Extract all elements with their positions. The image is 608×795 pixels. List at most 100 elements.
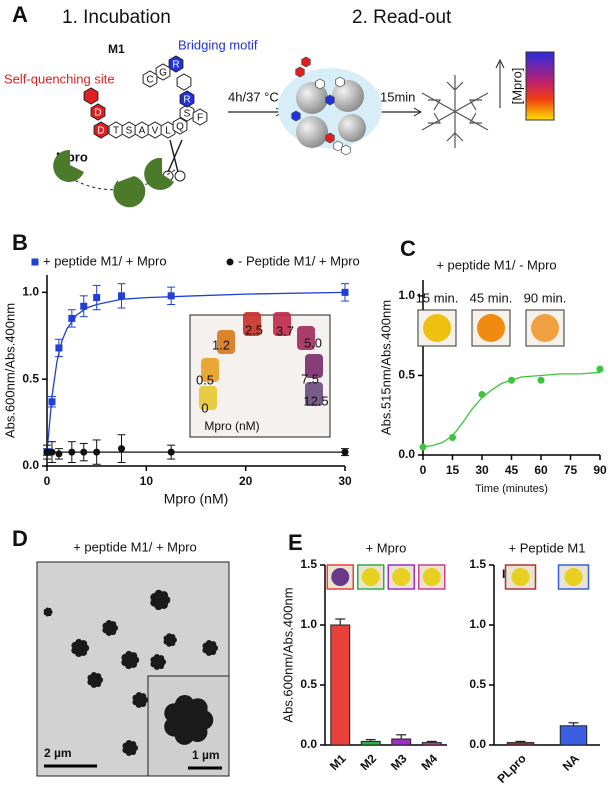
residue (172, 117, 188, 135)
residue (179, 104, 195, 122)
residue-label: V (152, 126, 159, 137)
decoration (305, 354, 323, 378)
inset-label: 7.5 (301, 371, 319, 386)
residue-label: D (94, 108, 101, 119)
x-tick-label: 10 (140, 474, 154, 488)
residue-label: F (197, 113, 203, 124)
y-tick-label: 0.5 (22, 371, 39, 385)
residue (90, 103, 106, 121)
data-point (93, 448, 101, 456)
decoration (297, 326, 315, 350)
decoration (273, 312, 291, 336)
decoration (361, 568, 380, 586)
x-tick-label: 15 (446, 463, 460, 477)
inset-label: 5.0 (304, 335, 322, 350)
decoration (136, 696, 144, 704)
panel-label: C (400, 236, 416, 261)
x-tick-label: 20 (239, 474, 253, 488)
residue (179, 90, 195, 108)
decoration (511, 568, 530, 586)
residue (93, 121, 109, 139)
x-tick-label: 0 (44, 474, 51, 488)
data-point (341, 288, 349, 296)
decoration (155, 595, 165, 605)
decoration (325, 94, 335, 106)
residue-label: S (126, 126, 133, 137)
residue (142, 70, 158, 88)
mpro-shape (53, 149, 174, 208)
decoration (335, 76, 345, 88)
chart-title: + Peptide M1 (509, 540, 586, 555)
y-tick-label: 0.5 (300, 677, 317, 691)
photo-label: 15 min. (416, 290, 459, 305)
bar (391, 738, 412, 746)
data-point (55, 450, 63, 458)
error-bar (365, 738, 376, 742)
error-bar (426, 740, 437, 743)
data-point (341, 448, 349, 456)
y-tick-label: 0.0 (469, 737, 486, 751)
error-bar (396, 734, 407, 739)
y-tick-label: 0.0 (22, 458, 39, 472)
decoration (176, 73, 192, 91)
data-point (596, 365, 604, 373)
decoration (423, 314, 451, 342)
scale-label: 1 µm (192, 748, 220, 762)
legend-marker (31, 258, 39, 266)
residue-label: R (183, 95, 190, 106)
data-point (419, 443, 427, 451)
panel-title: + peptide M1/ + Mpro (73, 539, 197, 554)
step-title: 1. Incubation (62, 7, 171, 28)
x-tick-label: 75 (564, 463, 578, 477)
decoration (76, 644, 84, 652)
y-tick-label: 0.0 (398, 447, 415, 461)
chart-title: + peptide M1/ - Mpro (436, 257, 556, 272)
data-point (167, 448, 175, 456)
bar (506, 742, 535, 746)
y-tick-label: 1.0 (469, 617, 486, 631)
x-tick-label: M2 (357, 751, 379, 773)
residue-label: R (172, 60, 179, 71)
decoration (83, 87, 99, 105)
bar (360, 740, 381, 746)
chart-title: + Mpro (366, 540, 407, 555)
y-axis-label: Abs.600nm/Abs.400nm (2, 303, 17, 438)
x-tick-label: 0 (420, 463, 427, 477)
decoration (564, 568, 583, 586)
step-title: 2. Read-out (352, 7, 452, 28)
data-point (43, 448, 51, 456)
decoration (333, 140, 343, 152)
y-tick-label: 0.5 (398, 368, 415, 382)
x-tick-label: PLpro (494, 751, 528, 785)
bar (421, 742, 442, 746)
decoration (291, 110, 301, 122)
decoration (126, 744, 134, 752)
decoration (217, 330, 235, 354)
decoration (154, 658, 162, 666)
error-bar (568, 722, 579, 726)
gradient-label: [Mpro] (509, 68, 524, 105)
inset-caption: Mpro (nM) (204, 419, 259, 433)
particle (43, 589, 219, 756)
y-tick-label: 0.5 (469, 677, 486, 691)
decoration (177, 709, 199, 731)
y-tick-label: 1.5 (300, 557, 317, 571)
x-tick-label: 30 (338, 474, 352, 488)
photo-label: 45 min. (470, 290, 513, 305)
residue-label: S (184, 109, 191, 120)
x-tick-label: 45 (505, 463, 519, 477)
fit-line (422, 371, 601, 448)
decoration (305, 382, 323, 406)
sphere (296, 80, 366, 148)
decoration (106, 624, 114, 632)
x-tick-label: 90 (593, 463, 607, 477)
decoration (315, 78, 325, 90)
x-tick-label: 30 (475, 463, 489, 477)
inset-label: 12.5 (303, 393, 328, 408)
residue-label: L (165, 126, 171, 137)
data-point (80, 302, 88, 310)
x-axis-label: Mpro (nM) (164, 491, 229, 507)
decoration (392, 568, 411, 586)
bar (559, 725, 588, 746)
photo-label: 90 min. (524, 290, 567, 305)
